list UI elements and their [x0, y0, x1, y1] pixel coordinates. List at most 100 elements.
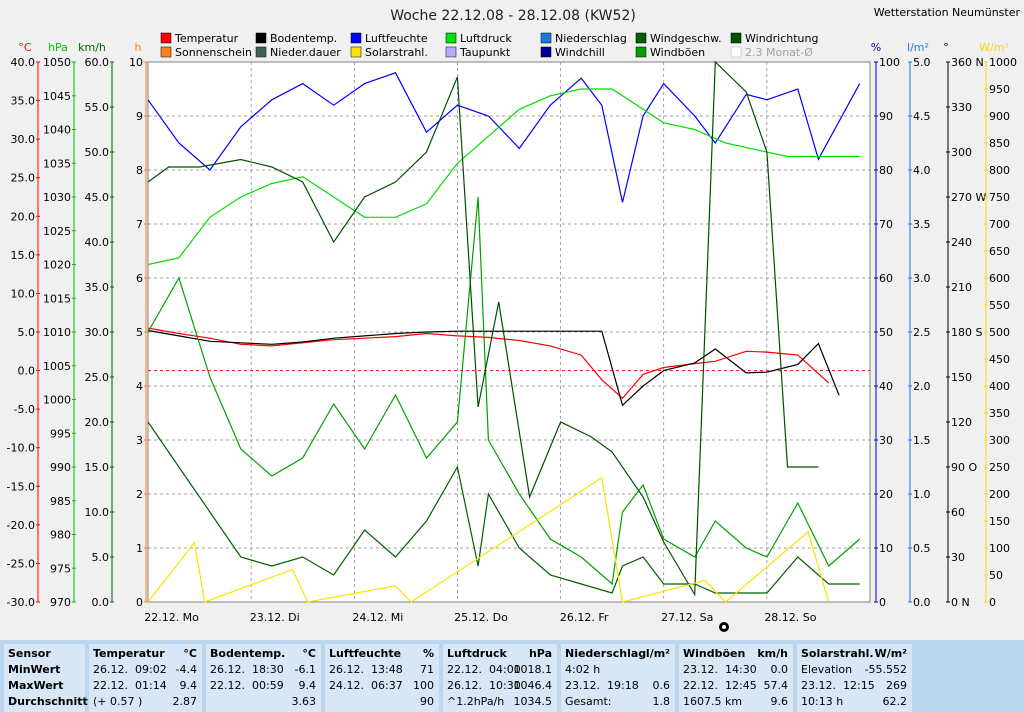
stats-date: 1607.5 km [683, 695, 743, 708]
stats-time: 18:30 [252, 663, 284, 676]
stats-date: 26.12. [447, 679, 482, 692]
stats-column: Temperatur °C 26.12. 09:02 -4.4 22.12. 01:14 9.… [89, 644, 202, 712]
stats-date: 22.12. [683, 679, 718, 692]
station-name: Wetterstation Neumünster [874, 6, 1021, 19]
stats-value: 100 [413, 679, 434, 692]
stats-time: 12:15 [843, 679, 875, 692]
axis-tick-wind: 35.0 [85, 281, 110, 294]
axis-tick-rain: 4.5 [913, 110, 931, 123]
axis-tick-temp: 35.0 [11, 95, 36, 108]
axis-tick-solar: 850 [989, 137, 1010, 150]
stats-row: 1607.5 km 9.6 [679, 694, 793, 710]
axis-tick-direction: 210 [951, 281, 972, 294]
stats-date: 23.12. [801, 679, 836, 692]
stats-date: (+ 0.57 ) [93, 695, 143, 708]
stats-value: 62.2 [882, 695, 908, 708]
axis-tick-hours: 7 [136, 218, 143, 231]
axis-tick-direction: 150 [951, 371, 972, 384]
axis-tick-solar: 200 [989, 488, 1010, 501]
axis-tick-rain: 1.5 [913, 434, 931, 447]
stats-value: 1034.5 [513, 695, 553, 708]
axis-tick-pressure: 985 [50, 495, 71, 508]
axis-tick-pressure: 1015 [43, 292, 71, 305]
stats-row: Windböen km/h [679, 646, 793, 662]
stats-column: Bodentemp. °C 26.12. 18:30 -6.1 22.12. 00:59 9.… [206, 644, 321, 712]
axis-tick-direction: 90 O [951, 461, 977, 474]
stats-row: 26.12. 10:30 1046.4 [443, 678, 557, 694]
stats-value: 1046.4 [513, 679, 553, 692]
stats-value: 1018.1 [513, 663, 553, 676]
axis-tick-humidity: 0 [879, 596, 886, 609]
axis-tick-direction: 300 [951, 146, 972, 159]
stats-row: Solarstrahl. W/m² [797, 646, 912, 662]
axis-tick-pressure: 1005 [43, 360, 71, 373]
stats-value: 2.87 [172, 695, 198, 708]
stats-time: 14:30 [725, 663, 757, 676]
axis-tick-rain: 5.0 [913, 56, 931, 69]
stats-date: Gesamt: [565, 695, 612, 708]
axis-tick-temp: 10.0 [11, 287, 36, 300]
axis-tick-solar: 0 [989, 596, 996, 609]
weather-chart: Woche 22.12.08 - 28.12.08 (KW52) Wetters… [6, 6, 1021, 632]
legend-swatch [255, 32, 267, 44]
axis-unit-temp: °C [18, 41, 32, 54]
stats-value: 0.6 [652, 679, 671, 692]
stats-date: 22.12. [93, 679, 128, 692]
legend-label: Windchill [555, 46, 605, 59]
stats-value: 90 [420, 695, 434, 708]
axis-tick-solar: 1000 [989, 56, 1017, 69]
x-label: 22.12. Mo [144, 611, 199, 624]
stats-row: 23.12. 12:15 269 [797, 678, 912, 694]
stats-value: 269 [886, 679, 907, 692]
axis-tick-pressure: 975 [50, 562, 71, 575]
stats-column: Niederschlag l/m² 4:02 h 23.12. 19:18 0.6 Gesa… [561, 644, 675, 712]
axis-tick-pressure: 995 [50, 427, 71, 440]
stats-unit: °C [302, 647, 316, 660]
axis-tick-temp: -20.0 [7, 519, 35, 532]
axis-tick-rain: 4.0 [913, 164, 931, 177]
stats-row: 90 [325, 694, 439, 710]
stats-time: 01:14 [135, 679, 167, 692]
stats-row: 26.12. 09:02 -4.4 [89, 662, 202, 678]
stats-header: Luftfeuchte [329, 647, 402, 660]
axis-tick-humidity: 90 [879, 110, 893, 123]
axis-tick-humidity: 20 [879, 488, 893, 501]
stats-row: Bodentemp. °C [206, 646, 321, 662]
axis-tick-solar: 50 [989, 569, 1003, 582]
axis-tick-wind: 0.0 [92, 596, 110, 609]
legend-swatch [730, 32, 742, 44]
axis-unit-direction: ° [943, 41, 949, 54]
stats-row: (+ 0.57 ) 2.87 [89, 694, 202, 710]
legend-label: Bodentemp. [270, 32, 337, 45]
x-label: 28.12. So [764, 611, 816, 624]
axis-tick-temp: 20.0 [11, 210, 36, 223]
stats-column: Luftdruck hPa 22.12. 04:00 1018.1 26.12. 10:30… [443, 644, 557, 712]
stats-time: 09:02 [135, 663, 167, 676]
x-label: 25.12. Do [454, 611, 508, 624]
stats-value: -4.4 [175, 663, 197, 676]
x-label: 26.12. Fr [560, 611, 609, 624]
stats-row: MinWert [4, 662, 85, 678]
axis-tick-wind: 60.0 [85, 56, 110, 69]
axis-tick-pressure: 1035 [43, 157, 71, 170]
stats-value: 3.63 [291, 695, 317, 708]
axis-unit-solar: W/m² [979, 41, 1009, 54]
legend-label: Niederschlag [555, 32, 627, 45]
chart-title: Woche 22.12.08 - 28.12.08 (KW52) [390, 8, 636, 24]
axis-tick-hours: 8 [136, 164, 143, 177]
axis-tick-humidity: 100 [879, 56, 900, 69]
axis-tick-temp: 0.0 [18, 365, 36, 378]
stats-date: 23.12. [565, 679, 600, 692]
axis-tick-direction: 30 [951, 551, 965, 564]
stats-row: Elevation -55.552 [797, 662, 912, 678]
stats-row: 23.12. 14:30 0.0 [679, 662, 793, 678]
stats-date: 23.12. [683, 663, 718, 676]
axis-tick-pressure: 1020 [43, 259, 71, 272]
stats-row-label: MinWert [8, 663, 61, 676]
axis-tick-rain: 0.0 [913, 596, 931, 609]
axis-tick-temp: -5.0 [14, 403, 35, 416]
stats-unit: hPa [528, 647, 552, 660]
axis-tick-temp: -10.0 [7, 442, 35, 455]
axis-tick-humidity: 10 [879, 542, 893, 555]
stats-column: Windböen km/h 23.12. 14:30 0.0 22.12. 12:45 57.… [679, 644, 793, 712]
